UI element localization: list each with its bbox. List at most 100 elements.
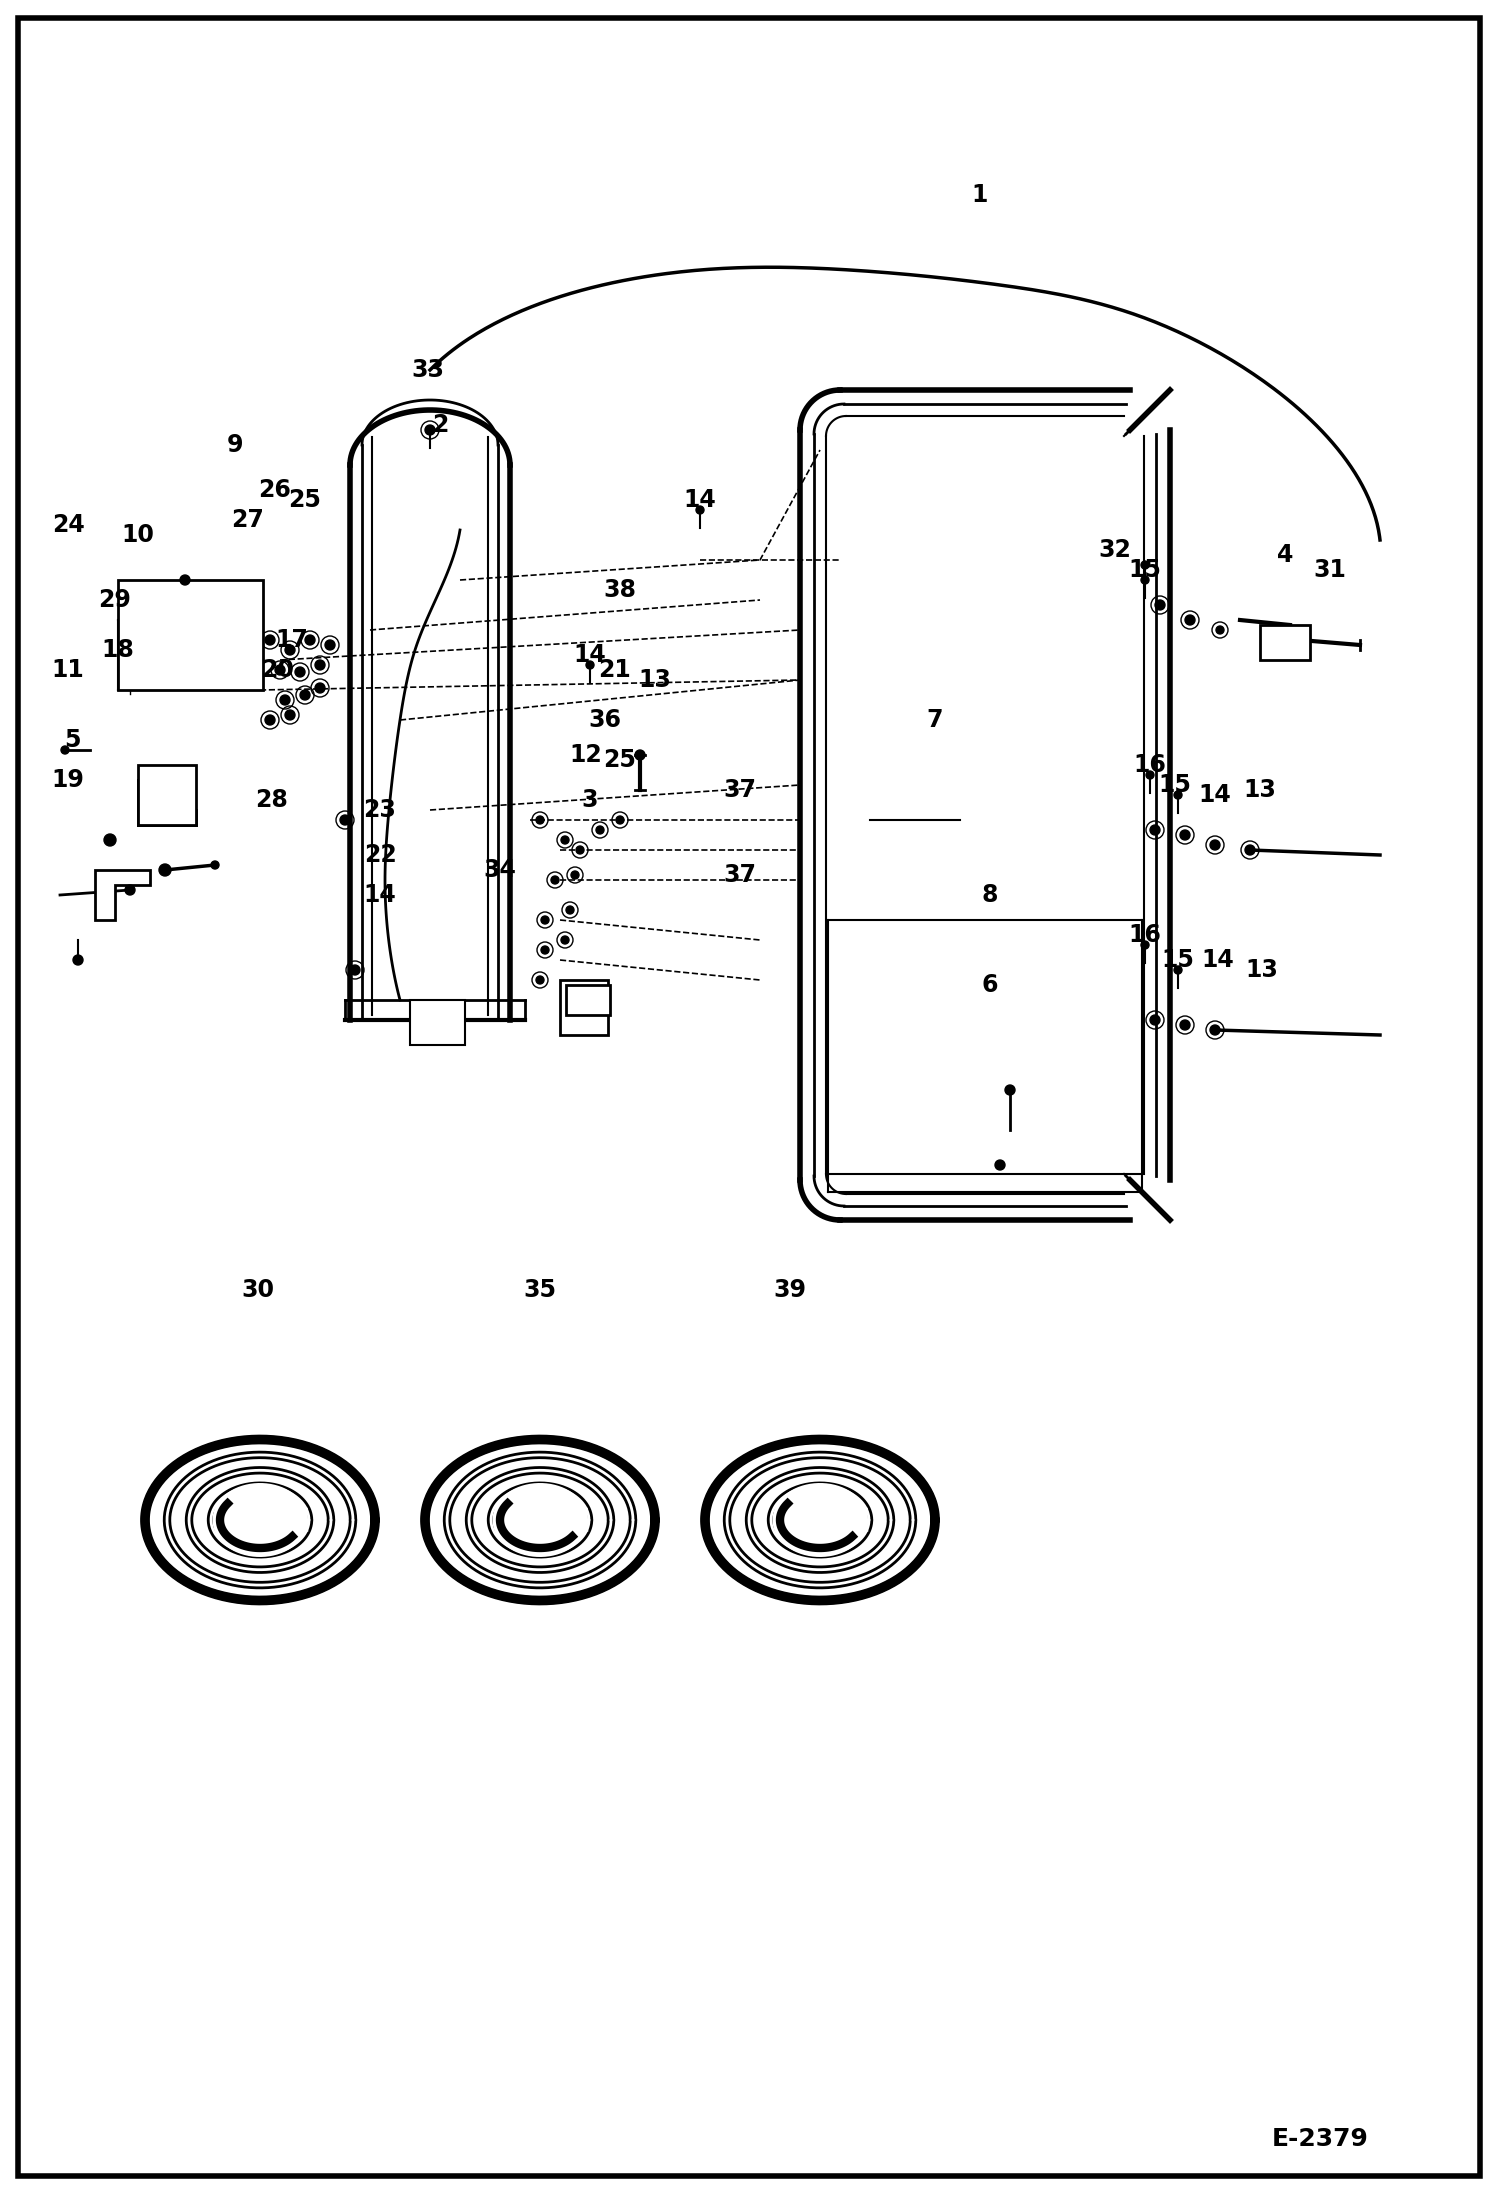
Circle shape — [325, 641, 336, 649]
Text: 16: 16 — [1128, 924, 1161, 948]
Bar — [566, 985, 610, 1016]
Text: 24: 24 — [51, 513, 84, 538]
Text: 4: 4 — [1276, 542, 1293, 566]
Circle shape — [1210, 840, 1219, 849]
Circle shape — [73, 954, 82, 965]
Circle shape — [315, 660, 325, 669]
Text: 36: 36 — [589, 709, 622, 733]
Text: 26: 26 — [259, 478, 292, 502]
Circle shape — [536, 976, 544, 983]
Text: 39: 39 — [773, 1277, 806, 1301]
Polygon shape — [94, 871, 150, 919]
Text: 19: 19 — [51, 768, 84, 792]
Circle shape — [697, 507, 704, 513]
Text: 29: 29 — [99, 588, 132, 612]
Text: 15: 15 — [1128, 557, 1161, 581]
Text: 9: 9 — [226, 432, 243, 456]
Circle shape — [536, 816, 544, 825]
Circle shape — [1210, 1025, 1219, 1036]
Circle shape — [1174, 965, 1182, 974]
Circle shape — [280, 695, 291, 704]
Circle shape — [425, 426, 434, 434]
Circle shape — [541, 946, 548, 954]
Circle shape — [315, 682, 325, 693]
Circle shape — [300, 689, 310, 700]
Circle shape — [265, 634, 276, 645]
Bar — [410, 1000, 464, 1044]
Circle shape — [1005, 1086, 1016, 1095]
Text: 12: 12 — [569, 744, 602, 768]
Circle shape — [596, 825, 604, 834]
Circle shape — [351, 965, 360, 974]
Text: 21: 21 — [599, 658, 631, 682]
Circle shape — [1174, 792, 1182, 799]
Circle shape — [1185, 614, 1195, 625]
Text: 34: 34 — [484, 858, 517, 882]
Circle shape — [551, 875, 559, 884]
Circle shape — [211, 860, 219, 869]
Text: 33: 33 — [412, 358, 445, 382]
Text: 25: 25 — [604, 748, 637, 772]
Circle shape — [1150, 1016, 1159, 1025]
Bar — [560, 981, 608, 1036]
Text: 11: 11 — [51, 658, 84, 682]
Text: 25: 25 — [289, 487, 322, 511]
Text: 13: 13 — [1243, 779, 1276, 803]
Text: 10: 10 — [121, 522, 154, 546]
Text: 15: 15 — [1161, 948, 1194, 972]
Text: 15: 15 — [1158, 772, 1191, 796]
Circle shape — [61, 746, 69, 755]
Text: 7: 7 — [927, 709, 944, 733]
Text: 14: 14 — [574, 643, 607, 667]
Circle shape — [1141, 562, 1149, 568]
Circle shape — [285, 711, 295, 720]
Circle shape — [276, 665, 285, 676]
Circle shape — [560, 937, 569, 943]
Circle shape — [635, 750, 646, 759]
Text: E-2379: E-2379 — [1272, 2126, 1369, 2150]
Text: 23: 23 — [364, 799, 397, 823]
Circle shape — [285, 645, 295, 656]
Text: 31: 31 — [1314, 557, 1347, 581]
Text: 17: 17 — [276, 627, 309, 652]
Circle shape — [1216, 625, 1224, 634]
Circle shape — [577, 847, 584, 853]
Circle shape — [306, 634, 315, 645]
Circle shape — [1141, 577, 1149, 584]
Circle shape — [566, 906, 574, 915]
Circle shape — [995, 1161, 1005, 1169]
Text: 37: 37 — [724, 862, 756, 886]
Circle shape — [425, 426, 434, 434]
Circle shape — [180, 575, 190, 586]
Text: 16: 16 — [1134, 753, 1167, 777]
Circle shape — [1141, 941, 1149, 950]
Text: 27: 27 — [232, 509, 265, 531]
Circle shape — [103, 834, 115, 847]
Text: 14: 14 — [1198, 783, 1231, 807]
Circle shape — [265, 715, 276, 724]
Text: 8: 8 — [981, 882, 998, 906]
Circle shape — [541, 917, 548, 924]
Text: 14: 14 — [364, 882, 397, 906]
Circle shape — [159, 864, 171, 875]
Bar — [118, 579, 264, 689]
Circle shape — [1180, 829, 1189, 840]
Circle shape — [1150, 825, 1159, 836]
Bar — [1260, 625, 1309, 660]
Circle shape — [560, 836, 569, 845]
Text: 14: 14 — [1201, 948, 1234, 972]
Circle shape — [1155, 599, 1165, 610]
Circle shape — [124, 884, 135, 895]
Text: 37: 37 — [724, 779, 756, 803]
Text: 38: 38 — [604, 577, 637, 601]
Text: 13: 13 — [638, 667, 671, 691]
Text: 2: 2 — [431, 412, 448, 437]
Text: 5: 5 — [64, 728, 81, 753]
Text: 35: 35 — [523, 1277, 556, 1301]
Text: 18: 18 — [102, 638, 135, 663]
Circle shape — [1180, 1020, 1189, 1029]
Text: 13: 13 — [1245, 959, 1278, 983]
Circle shape — [295, 667, 306, 678]
Circle shape — [1146, 770, 1153, 779]
Bar — [138, 766, 196, 825]
